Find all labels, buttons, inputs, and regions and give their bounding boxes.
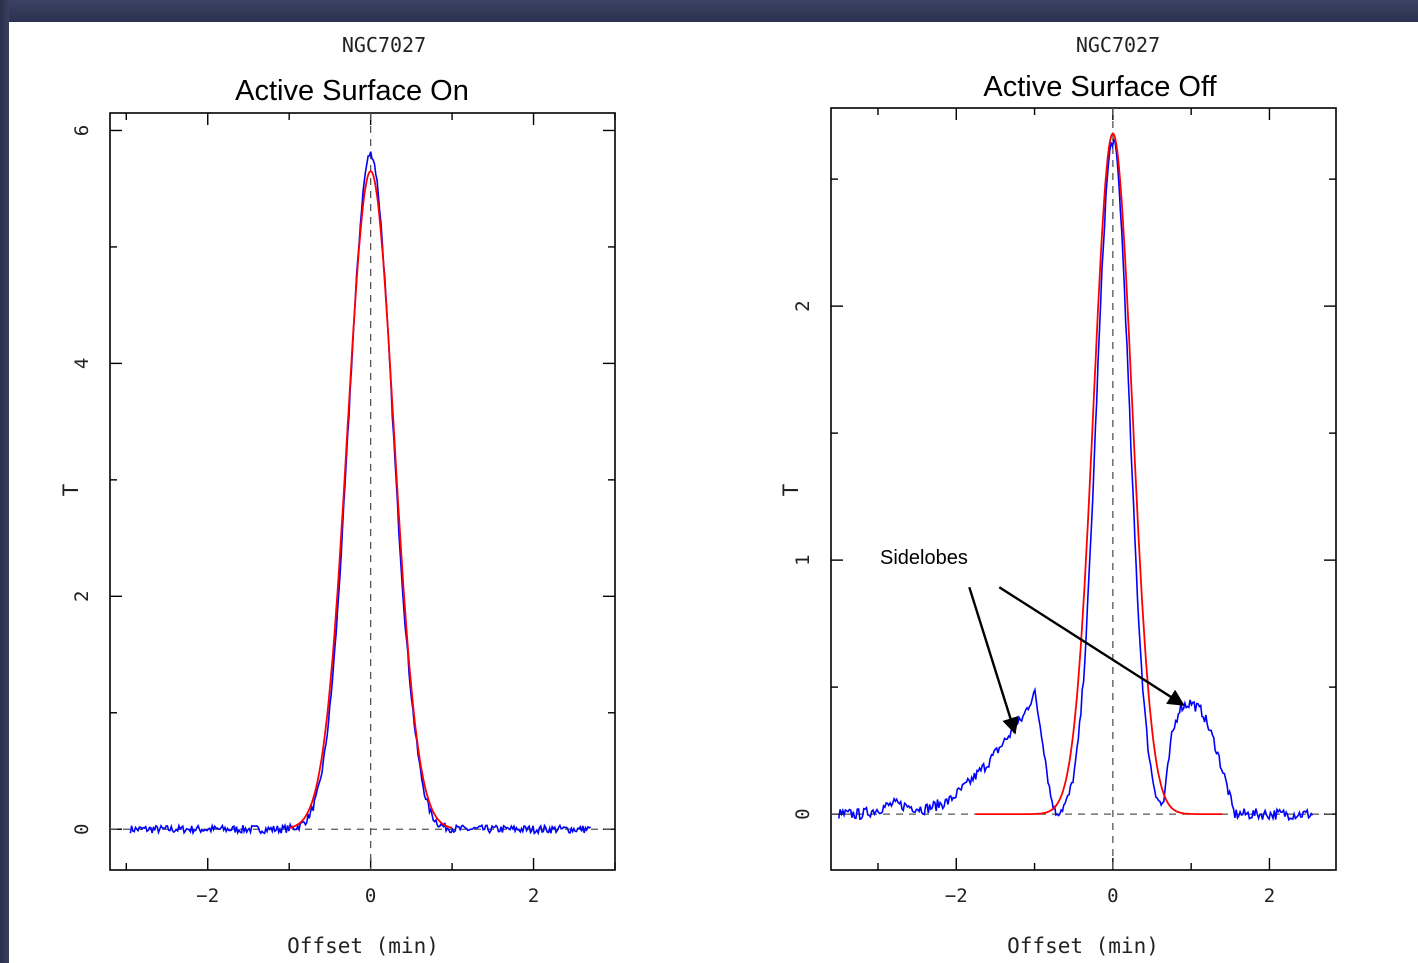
y-tick-label: 6 bbox=[71, 125, 93, 136]
chart-title: Active Surface On bbox=[235, 75, 469, 107]
plot-frame bbox=[830, 107, 1337, 871]
y-axis-label: T bbox=[59, 483, 83, 496]
window-top-bar bbox=[0, 0, 1418, 22]
window-left-bar bbox=[0, 0, 9, 963]
data-line bbox=[838, 137, 1314, 822]
chart-subtitle: NGC7027 bbox=[342, 33, 426, 57]
plot-frame bbox=[109, 112, 616, 871]
x-axis-label: Offset (min) bbox=[1007, 934, 1159, 958]
chart-subtitle: NGC7027 bbox=[1076, 33, 1160, 57]
y-tick-label: 4 bbox=[71, 358, 93, 369]
x-tick-label: −2 bbox=[945, 885, 968, 907]
y-tick-label: 2 bbox=[71, 591, 93, 602]
y-tick-label: 0 bbox=[71, 824, 93, 835]
annotation-arrow bbox=[968, 586, 1019, 735]
fit-line bbox=[975, 132, 1223, 815]
plot-active-surface-off: NGC7027 Active Surface Off Offset (min) … bbox=[779, 33, 1337, 958]
data-line bbox=[129, 151, 592, 836]
y-tick-label: 2 bbox=[792, 300, 814, 311]
x-tick-label: 0 bbox=[1107, 885, 1118, 907]
x-axis-label: Offset (min) bbox=[287, 934, 439, 958]
y-axis-label: T bbox=[779, 483, 803, 496]
x-tick-label: 2 bbox=[528, 885, 539, 907]
x-tick-label: 2 bbox=[1264, 885, 1275, 907]
x-tick-label: −2 bbox=[196, 885, 219, 907]
sidelobes-annotation: Sidelobes bbox=[880, 547, 968, 569]
y-tick-label: 1 bbox=[792, 554, 814, 565]
fit-line bbox=[289, 170, 453, 829]
x-tick-label: 0 bbox=[365, 885, 376, 907]
annotation-arrow bbox=[998, 586, 1185, 706]
y-tick-label: 0 bbox=[792, 808, 814, 819]
chart-title: Active Surface Off bbox=[983, 71, 1217, 103]
plot-active-surface-on: NGC7027 Active Surface On Offset (min) T… bbox=[59, 33, 616, 958]
